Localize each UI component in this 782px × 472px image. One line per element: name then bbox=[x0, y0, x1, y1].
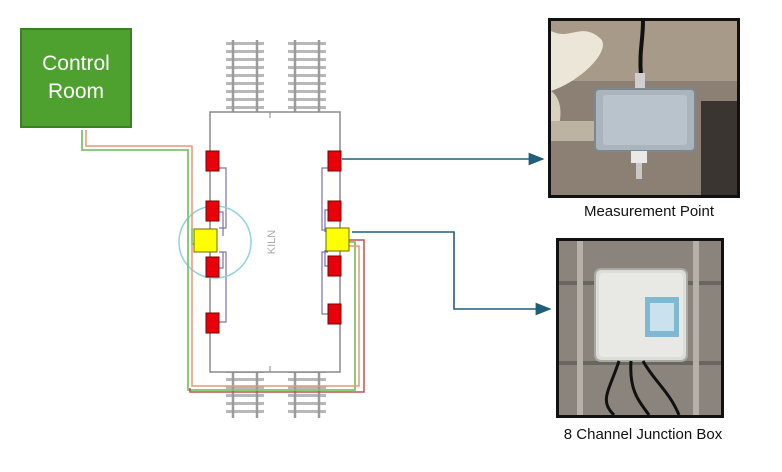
sensor-wiring-left bbox=[219, 167, 227, 323]
sensor-icon bbox=[205, 256, 220, 278]
cable-red bbox=[189, 239, 365, 393]
control-room-label-line2: Room bbox=[47, 80, 105, 103]
junction-box-photo bbox=[556, 238, 724, 418]
measurement-point-caption: Measurement Point bbox=[583, 203, 715, 220]
arrow-icon bbox=[352, 231, 552, 316]
track-icon bbox=[288, 372, 326, 418]
sensor-icon bbox=[327, 150, 342, 172]
control-room-box: Control Room bbox=[20, 28, 132, 128]
cable-green bbox=[81, 130, 356, 391]
measurement-point-photo bbox=[548, 18, 740, 198]
junction-box-caption: 8 Channel Junction Box bbox=[563, 426, 723, 443]
sensor-icon bbox=[327, 255, 342, 277]
sensor-icon bbox=[327, 200, 342, 222]
kiln-outline bbox=[209, 111, 341, 373]
junction-icon bbox=[193, 228, 218, 253]
junction-icon bbox=[325, 227, 350, 252]
kiln-label: KILN bbox=[266, 230, 278, 255]
sensor-icon bbox=[205, 200, 220, 222]
sensor-wiring-right bbox=[321, 167, 328, 315]
control-room-label-line1: Control bbox=[42, 52, 110, 75]
sensor-icon bbox=[327, 303, 342, 325]
sensor-icon bbox=[205, 150, 220, 172]
track-icon bbox=[226, 372, 264, 418]
track-icon bbox=[226, 40, 264, 112]
sensor-icon bbox=[205, 312, 220, 334]
track-icon bbox=[288, 40, 326, 112]
cable-orange bbox=[85, 130, 360, 387]
